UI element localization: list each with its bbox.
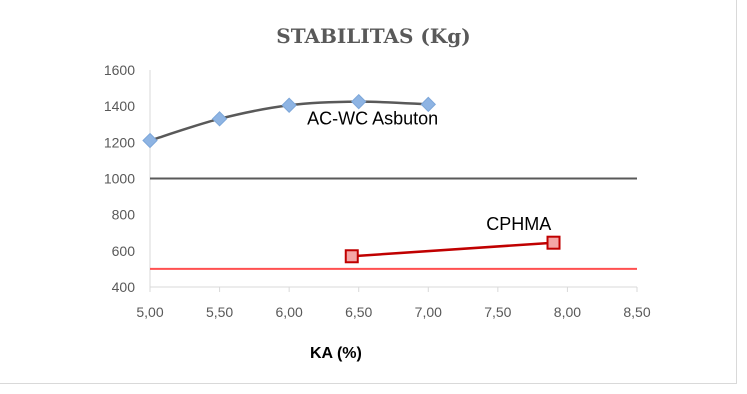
y-tick-label: 1600	[104, 62, 135, 78]
data-point-diamond	[211, 111, 228, 127]
x-tick-label: 6,00	[276, 304, 303, 320]
x-tick-label: 8,00	[554, 304, 581, 320]
x-tick-label: 7,50	[484, 304, 511, 320]
x-tick-label: 5,00	[136, 304, 163, 320]
series-annotation: AC-WC Asbuton	[307, 108, 438, 128]
x-axis-label: KA (%)	[310, 345, 362, 362]
chart-frame	[0, 0, 737, 384]
y-tick-label: 800	[112, 207, 136, 223]
y-tick-label: 600	[112, 243, 136, 259]
x-tick-label: 6,50	[345, 304, 372, 320]
data-point-diamond	[142, 132, 158, 149]
data-point-diamond	[351, 93, 367, 110]
x-tick-label: 7,00	[415, 304, 442, 320]
x-tick-label: 5,50	[206, 304, 233, 320]
y-tick-label: 1000	[104, 171, 135, 187]
y-tick-label: 400	[112, 279, 136, 295]
data-point-diamond	[420, 96, 436, 113]
x-tick-label: 8,50	[623, 304, 650, 320]
data-point-diamond	[281, 97, 297, 113]
y-tick-label: 1200	[104, 134, 135, 150]
chart-title: STABILITAS (Kg)	[276, 24, 471, 48]
series-annotation: CPHMA	[486, 214, 551, 234]
data-point-square	[546, 235, 561, 250]
y-tick-label: 1400	[104, 98, 135, 114]
series-line	[351, 241, 554, 258]
data-point-square	[344, 249, 359, 264]
